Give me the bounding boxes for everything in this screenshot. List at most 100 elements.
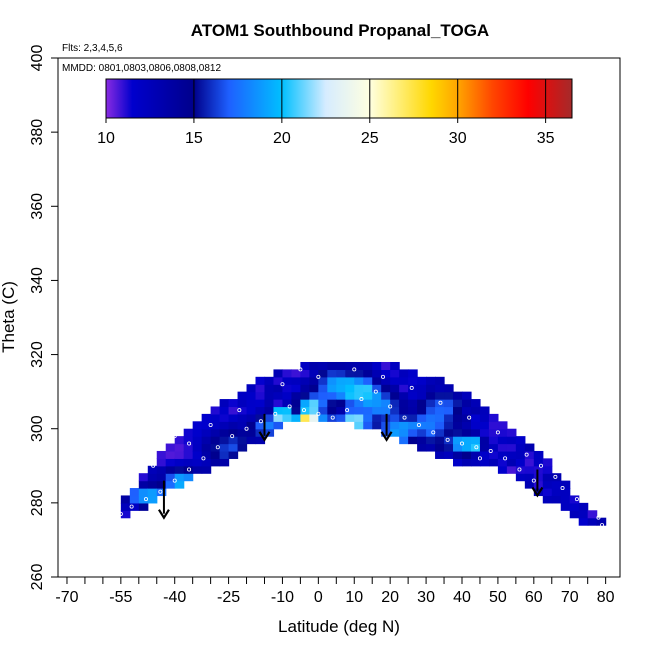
heatmap-cell [174,465,185,474]
heatmap-cell [390,399,400,408]
heatmap-cell [399,391,409,400]
sample-marker [316,411,321,416]
heatmap-cell [174,473,185,482]
sample-marker [503,456,508,461]
arrow-head [380,431,393,442]
heatmap-cell [174,480,185,489]
heatmap-cell [210,458,221,467]
y-axis: 260 280 300 320 340 360 380 400 [29,45,58,590]
heatmap-cell [587,510,598,519]
heatmap-cell [156,480,167,489]
heatmap-cell [372,406,382,415]
heatmap-cell [417,436,427,445]
heatmap-cell [165,465,176,474]
colorbar-tick-label: 20 [273,130,291,147]
x-tick-label: 40 [453,589,471,606]
sample-marker [388,404,393,409]
heatmap-cell [318,406,328,415]
heatmap-cell [291,391,301,400]
heatmap-cell [291,384,301,393]
heatmap-cell [390,406,400,415]
heatmap-cell [228,428,239,437]
heatmap-cell [372,361,382,370]
heatmap-cell [210,421,221,430]
heatmap-cell [264,413,275,422]
heatmap-cell [444,384,454,393]
heatmap-cell [228,443,239,452]
heatmap-cell [300,391,310,400]
heatmap-cell [461,406,472,415]
heatmap-cell [390,369,400,378]
heatmap-cell [219,421,230,430]
heatmap-cell [336,369,346,378]
heatmap-cell [444,443,454,452]
sample-marker [287,404,292,409]
heatmap-cell [363,413,373,422]
sample-marker [118,511,123,516]
heatmap-cell [363,384,373,393]
heatmap-cell [390,421,400,430]
heatmap-cell [408,376,418,385]
x-tick-label: 20 [381,589,399,606]
sample-marker [208,423,213,428]
heatmap-cell [192,428,203,437]
heatmap-cell [156,465,167,474]
heatmap-cell [264,406,275,415]
sample-marker [596,515,601,520]
heatmap-cell [309,369,319,378]
heatmap-cell [291,406,301,415]
heatmap-cell [336,406,346,415]
sample-marker [409,385,414,390]
heatmap-cell [219,443,230,452]
heatmap-cell [255,376,266,385]
heatmap-cell [354,399,364,408]
sample-marker [345,408,350,413]
heatmap-cell [345,413,355,422]
heatmap-cell [336,384,346,393]
heatmap-cell [282,369,293,378]
dates-note: MMDD: 0801,0803,0806,0808,0812 [62,63,221,74]
heatmap-cell [282,391,293,400]
heatmap-cell [515,450,526,459]
heatmap-cell [372,391,382,400]
heatmap-cell [399,428,409,437]
heatmap-cell [453,428,463,437]
heatmap-cell [399,376,409,385]
heatmap-cell [363,421,373,430]
y-tick-label: 380 [29,119,46,146]
heatmap-cell [183,458,194,467]
heatmap-cell [417,391,427,400]
sample-marker [380,374,385,379]
sample-marker [459,441,464,446]
heatmap-cell [524,465,535,474]
heatmap-cell [255,413,266,422]
heatmap-cell [174,458,185,467]
heatmap-cell [129,488,140,497]
heatmap-cell [165,473,176,482]
heatmap-cell [551,495,562,504]
heatmap-cell [444,399,454,408]
heatmap-cell [156,473,167,482]
heatmap-cell [210,436,221,445]
sample-marker [258,419,263,424]
heatmap-cell [470,450,481,459]
heatmap-cell [246,406,257,415]
heatmap-cell [210,443,221,452]
heatmap-cell [390,391,400,400]
heatmap-cell [192,443,203,452]
sample-marker [330,415,335,420]
heatmap-cell [479,413,490,422]
heatmap-cell [273,406,284,415]
heatmap-cell [156,450,167,459]
heatmap-cell [461,436,472,445]
sample-marker [531,478,536,483]
y-tick-label: 280 [29,489,46,516]
heatmap-cell [560,495,571,504]
heatmap-cell [515,436,526,445]
x-tick-label: 80 [597,589,615,606]
heatmap-cell [461,443,472,452]
heatmap-cell [210,428,221,437]
sample-marker [373,389,378,394]
heatmap-cell [453,458,463,467]
heatmap-cell [515,473,526,482]
